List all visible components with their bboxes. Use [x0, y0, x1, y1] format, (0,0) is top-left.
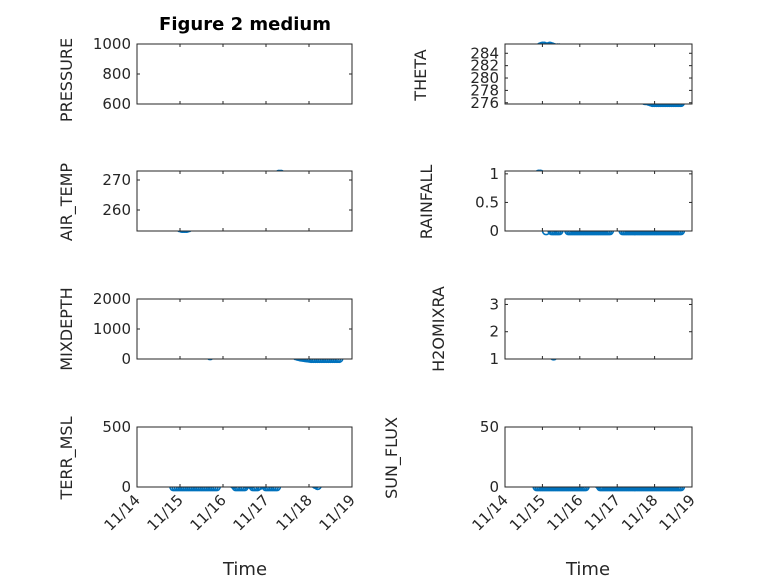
axes-frame: [136, 298, 353, 360]
chart-title: Figure 2 medium: [159, 14, 331, 35]
axes-frame: [504, 426, 693, 488]
subplot-h2omixra: H2OMIXRA: [429, 286, 448, 372]
ytick-label: 0: [489, 222, 499, 240]
ytick-label: 270: [102, 171, 131, 189]
ytick-label: 280: [470, 69, 499, 87]
ylabel-pressure: PRESSURE: [57, 38, 76, 122]
ytick-label: 0: [121, 350, 131, 368]
ytick-label: 2: [489, 323, 499, 341]
axes-4: 0 1000 2000: [93, 290, 353, 368]
subplot-theta: THETA: [411, 49, 430, 101]
ytick-label: 1000: [93, 320, 131, 338]
axes-frame: [136, 170, 353, 232]
ylabel-sun-flux: SUN_FLUX: [382, 417, 402, 499]
axes-3: 00.51: [475, 165, 693, 240]
ylabel-terr-msl: TERR_MSL: [57, 416, 77, 500]
subplot-sun-flux: SUN_FLUX: [382, 417, 402, 499]
axes-frame: [504, 43, 693, 105]
plots-layer: 600800100027627828028228426027000.510100…: [93, 35, 699, 534]
ylabel-mixdepth: MIXDEPTH: [57, 287, 76, 370]
axes-5: 1 2 3: [489, 295, 693, 368]
ytick-label: 500: [102, 418, 131, 436]
ytick-label: 284: [470, 44, 499, 62]
ytick-label: 1000: [93, 35, 131, 53]
subplot-rainfall: RAINFALL: [417, 165, 436, 240]
xlabel-right: Time: [565, 559, 610, 580]
ytick-label: 3: [489, 295, 499, 313]
ytick-label: 278: [470, 81, 499, 99]
ytick-label: 50: [480, 418, 499, 436]
ytick-label: 0: [121, 478, 131, 496]
ytick-label: 0.5: [475, 193, 499, 211]
ylabel-h2omixra: H2OMIXRA: [429, 286, 448, 372]
subplot-terr-msl: TERR_MSL: [57, 416, 77, 500]
ytick-label: 2000: [93, 290, 131, 308]
axes-frame: [136, 426, 353, 488]
subplot-air-temp: AIR_TEMP: [57, 163, 77, 241]
ylabel-theta: THETA: [411, 49, 430, 101]
ylabel-air-temp: AIR_TEMP: [57, 163, 77, 241]
axes-frame: [504, 170, 693, 232]
axes-0: 600 800 1000: [93, 35, 353, 113]
ytick-label: 276: [470, 94, 499, 112]
xlabel-left: Time: [222, 559, 267, 580]
ytick-label: 800: [102, 65, 131, 83]
ytick-label: 1: [489, 350, 499, 368]
ytick-label: 260: [102, 201, 131, 219]
ytick-label: 600: [102, 95, 131, 113]
ytick-label: 0: [489, 478, 499, 496]
axes-2: 260 270: [102, 169, 353, 233]
axes-frame: [504, 298, 693, 360]
subplot-pressure: PRESSURE: [57, 38, 76, 122]
axes-frame: [136, 43, 353, 105]
subplot-mixdepth: MIXDEPTH: [57, 287, 76, 370]
ytick-label: 1: [489, 165, 499, 183]
ytick-label: 282: [470, 57, 499, 75]
ylabel-rainfall: RAINFALL: [417, 165, 436, 240]
